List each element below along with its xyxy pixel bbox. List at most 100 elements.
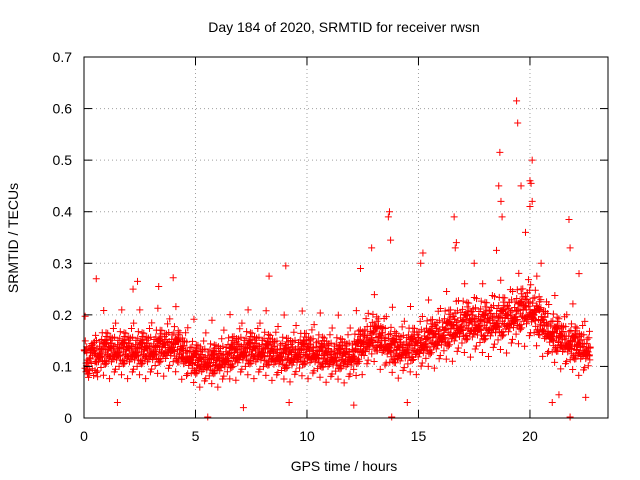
data-point bbox=[288, 361, 296, 369]
data-point bbox=[370, 358, 378, 366]
data-point bbox=[526, 203, 534, 211]
data-point bbox=[461, 280, 469, 288]
data-point bbox=[237, 333, 245, 341]
data-point bbox=[296, 336, 304, 344]
data-point bbox=[364, 356, 372, 364]
data-point bbox=[296, 364, 304, 372]
data-point bbox=[482, 335, 490, 343]
data-point bbox=[459, 305, 467, 313]
data-point bbox=[183, 371, 191, 379]
data-point bbox=[258, 336, 266, 344]
data-point bbox=[416, 317, 424, 325]
data-point bbox=[505, 305, 513, 313]
data-point bbox=[460, 317, 468, 325]
data-point bbox=[92, 369, 100, 377]
data-point bbox=[356, 264, 364, 272]
data-point bbox=[579, 322, 587, 330]
data-point bbox=[479, 280, 487, 288]
data-point bbox=[350, 401, 358, 409]
data-point bbox=[368, 350, 376, 358]
data-point bbox=[182, 329, 190, 337]
data-point bbox=[268, 376, 276, 384]
data-point bbox=[562, 323, 570, 331]
data-point bbox=[118, 306, 126, 314]
data-point bbox=[235, 355, 243, 363]
data-point bbox=[443, 288, 451, 296]
data-point bbox=[575, 270, 583, 278]
data-point bbox=[337, 338, 345, 346]
data-point bbox=[533, 272, 541, 280]
data-point bbox=[419, 249, 427, 257]
data-point bbox=[563, 311, 571, 319]
data-point bbox=[122, 329, 130, 337]
data-point bbox=[103, 359, 111, 367]
data-point bbox=[121, 359, 129, 367]
y-tick-label: 0.7 bbox=[53, 49, 73, 65]
data-point bbox=[476, 339, 484, 347]
data-point bbox=[513, 97, 521, 105]
data-point bbox=[428, 349, 436, 357]
data-point bbox=[309, 335, 317, 343]
data-point bbox=[448, 357, 456, 365]
data-point bbox=[129, 285, 137, 293]
data-point bbox=[569, 366, 577, 374]
data-point bbox=[92, 331, 100, 339]
data-point bbox=[450, 337, 458, 345]
data-point bbox=[429, 316, 437, 324]
data-point bbox=[92, 275, 100, 283]
data-point bbox=[514, 119, 522, 127]
data-point bbox=[238, 319, 246, 327]
data-point bbox=[412, 371, 420, 379]
data-point bbox=[188, 337, 196, 345]
data-point bbox=[385, 208, 393, 216]
data-point bbox=[136, 371, 144, 379]
data-point bbox=[130, 365, 138, 373]
data-point bbox=[124, 375, 132, 383]
data-point bbox=[186, 344, 194, 352]
data-point bbox=[211, 369, 219, 377]
data-point bbox=[130, 319, 138, 327]
data-point bbox=[460, 348, 468, 356]
data-point bbox=[157, 357, 165, 365]
data-point bbox=[138, 360, 146, 368]
data-point bbox=[580, 331, 588, 339]
data-point bbox=[169, 274, 177, 282]
data-point bbox=[480, 336, 488, 344]
data-point bbox=[364, 331, 372, 339]
data-point bbox=[301, 360, 309, 368]
data-point bbox=[545, 301, 553, 309]
data-point bbox=[118, 371, 126, 379]
data-point bbox=[244, 371, 252, 379]
data-point bbox=[446, 341, 454, 349]
data-point bbox=[436, 305, 444, 313]
data-point bbox=[204, 413, 212, 421]
data-point bbox=[316, 309, 324, 317]
data-point bbox=[205, 372, 213, 380]
data-point bbox=[440, 347, 448, 355]
data-point bbox=[274, 369, 282, 377]
data-point bbox=[156, 358, 164, 366]
data-point bbox=[454, 344, 462, 352]
data-point bbox=[563, 357, 571, 365]
data-point bbox=[218, 335, 226, 343]
data-point bbox=[328, 324, 336, 332]
data-point bbox=[160, 340, 168, 348]
data-point bbox=[470, 330, 478, 338]
data-point bbox=[414, 353, 422, 361]
data-point bbox=[432, 345, 440, 353]
data-point bbox=[193, 369, 201, 377]
data-point bbox=[463, 303, 471, 311]
data-point bbox=[555, 315, 563, 323]
data-point bbox=[403, 399, 411, 407]
data-point bbox=[521, 342, 529, 350]
data-point bbox=[459, 297, 467, 305]
data-point bbox=[464, 310, 471, 318]
data-point bbox=[111, 365, 119, 373]
x-tick-label: 0 bbox=[80, 428, 88, 444]
data-point bbox=[445, 310, 453, 318]
data-point bbox=[376, 365, 384, 373]
data-point bbox=[225, 334, 233, 342]
data-point bbox=[408, 357, 416, 365]
data-point bbox=[355, 331, 363, 339]
data-point bbox=[109, 325, 117, 333]
